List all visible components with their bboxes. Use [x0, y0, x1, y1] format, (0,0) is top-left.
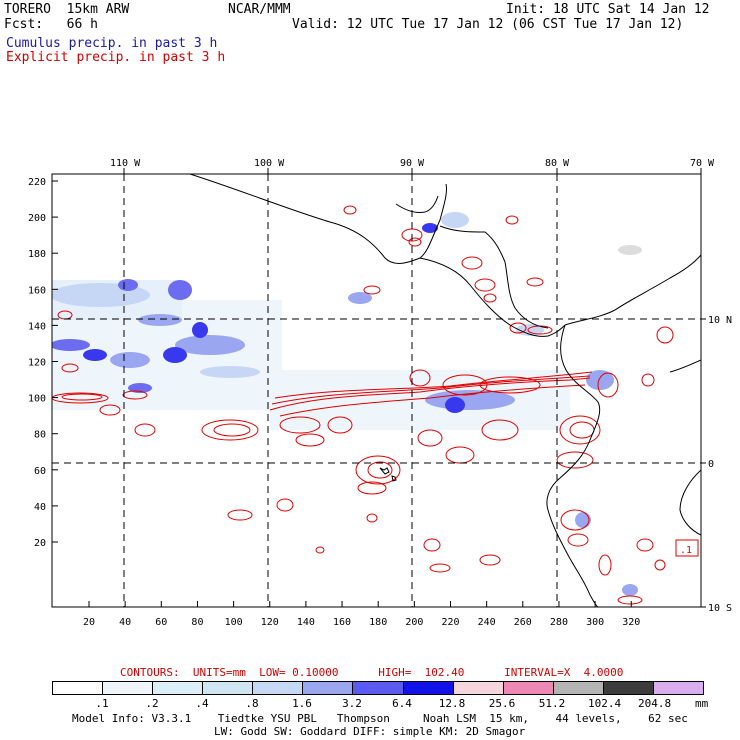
lat-label: 0: [708, 459, 714, 470]
colorbar-label: 1.6: [292, 697, 312, 710]
colorbar-swatch: [403, 682, 454, 694]
y-tick-label: 100: [28, 394, 46, 405]
colorbar: [52, 681, 704, 695]
y-tick-label: 220: [28, 177, 46, 188]
max-value-box: [675, 539, 699, 557]
y-tick-label: 80: [34, 430, 46, 441]
colorbar-label: 25.6: [488, 697, 516, 710]
x-axis-ticks: 20 40 60 80 100 120 140 160 180 200 220 240 260 280 30…: [83, 601, 640, 628]
colorbar-unit: mm: [695, 697, 709, 710]
y-axis-ticks: 220 200 180 160 140 120 100 80 60 40 20: [28, 177, 58, 549]
lon-label: 110 W: [110, 158, 141, 169]
org-label: NCAR/MMM: [228, 2, 291, 17]
x-tick-label: 60: [155, 617, 167, 628]
colorbar-label: 12.8: [438, 697, 466, 710]
lat-label: 10 N: [708, 315, 732, 326]
y-tick-label: 200: [28, 213, 46, 224]
colorbar-swatch: [503, 682, 554, 694]
right-ticks: [701, 318, 706, 608]
colorbar-label: 3.2: [342, 697, 362, 710]
x-tick-label: 260: [514, 617, 532, 628]
valid-time: Valid: 12 UTC Tue 17 Jan 12 (06 CST Tue …: [292, 17, 684, 32]
colorbar-swatch: [153, 682, 204, 694]
lon-label: 80 W: [545, 158, 570, 169]
plot-frame: [51, 173, 702, 608]
lat-lon-grid: [52, 174, 701, 607]
max-value-label: .1: [680, 545, 692, 556]
colorbar-swatch: [603, 682, 654, 694]
x-tick-label: 180: [369, 617, 387, 628]
lon-label: 70 W: [690, 158, 715, 169]
y-tick-label: 40: [34, 502, 46, 513]
x-tick-label: 140: [297, 617, 315, 628]
colorbar-swatch: [253, 682, 304, 694]
x-tick-label: 220: [441, 617, 459, 628]
colorbar-label: 102.4: [588, 697, 622, 710]
legend-explicit: Explicit precip. in past 3 h: [6, 50, 226, 65]
contours-info: CONTOURS: UNITS=mm LOW= 0.10000 HIGH= 10…: [120, 666, 624, 679]
y-tick-label: 180: [28, 249, 46, 260]
forecast-hour: Fcst: 66 h: [4, 17, 98, 32]
colorbar-swatch: [353, 682, 404, 694]
top-ticks: [123, 168, 702, 174]
x-tick-label: 100: [225, 617, 243, 628]
colorbar-label: .4: [195, 697, 209, 710]
cumulus-precip-field: [52, 212, 642, 596]
y-tick-label: 140: [28, 321, 46, 332]
colorbar-label: 6.4: [392, 697, 412, 710]
colorbar-label: .2: [145, 697, 159, 710]
colorbar-swatch: [453, 682, 504, 694]
x-tick-label: 20: [83, 617, 95, 628]
x-tick-label: 300: [586, 617, 604, 628]
x-tick-label: 80: [191, 617, 203, 628]
colorbar-swatch: [303, 682, 354, 694]
colorbar-swatch: [53, 682, 104, 694]
x-tick-label: 160: [333, 617, 351, 628]
x-tick-label: 120: [261, 617, 279, 628]
explicit-precip-contours: [52, 205, 674, 605]
colorbar-label: 51.2: [538, 697, 566, 710]
x-tick-label: 40: [119, 617, 131, 628]
right-lat-labels: 10 N 0 10 S: [708, 315, 732, 614]
y-tick-label: 60: [34, 466, 46, 477]
colorbar-swatch: [653, 682, 704, 694]
y-tick-label: 160: [28, 285, 46, 296]
lat-label: 10 S: [708, 603, 732, 614]
colorbar-swatch: [103, 682, 154, 694]
model-info: Model Info: V3.3.1 Tiedtke YSU PBL Thomp…: [72, 712, 688, 725]
colorbar-label: .8: [245, 697, 259, 710]
x-tick-label: 320: [622, 617, 640, 628]
x-tick-label: 200: [405, 617, 423, 628]
x-tick-label: 240: [478, 617, 496, 628]
legend-cumulus: Cumulus precip. in past 3 h: [6, 36, 218, 51]
x-tick-label: 280: [550, 617, 568, 628]
lon-label: 90 W: [400, 158, 425, 169]
y-tick-label: 20: [34, 538, 46, 549]
colorbar-swatch: [203, 682, 254, 694]
lon-label: 100 W: [254, 158, 285, 169]
colorbar-label: 204.8: [638, 697, 672, 710]
y-tick-label: 120: [28, 358, 46, 369]
init-time: Init: 18 UTC Sat 14 Jan 12: [506, 2, 710, 17]
colorbar-swatch: [553, 682, 604, 694]
colorbar-label: .1: [95, 697, 109, 710]
model-title: TORERO 15km ARW: [4, 2, 130, 17]
top-lon-labels: 110 W 100 W 90 W 80 W 70 W: [110, 158, 715, 169]
model-physics: LW: Godd SW: Goddard DIFF: simple KM: 2D…: [214, 725, 526, 738]
